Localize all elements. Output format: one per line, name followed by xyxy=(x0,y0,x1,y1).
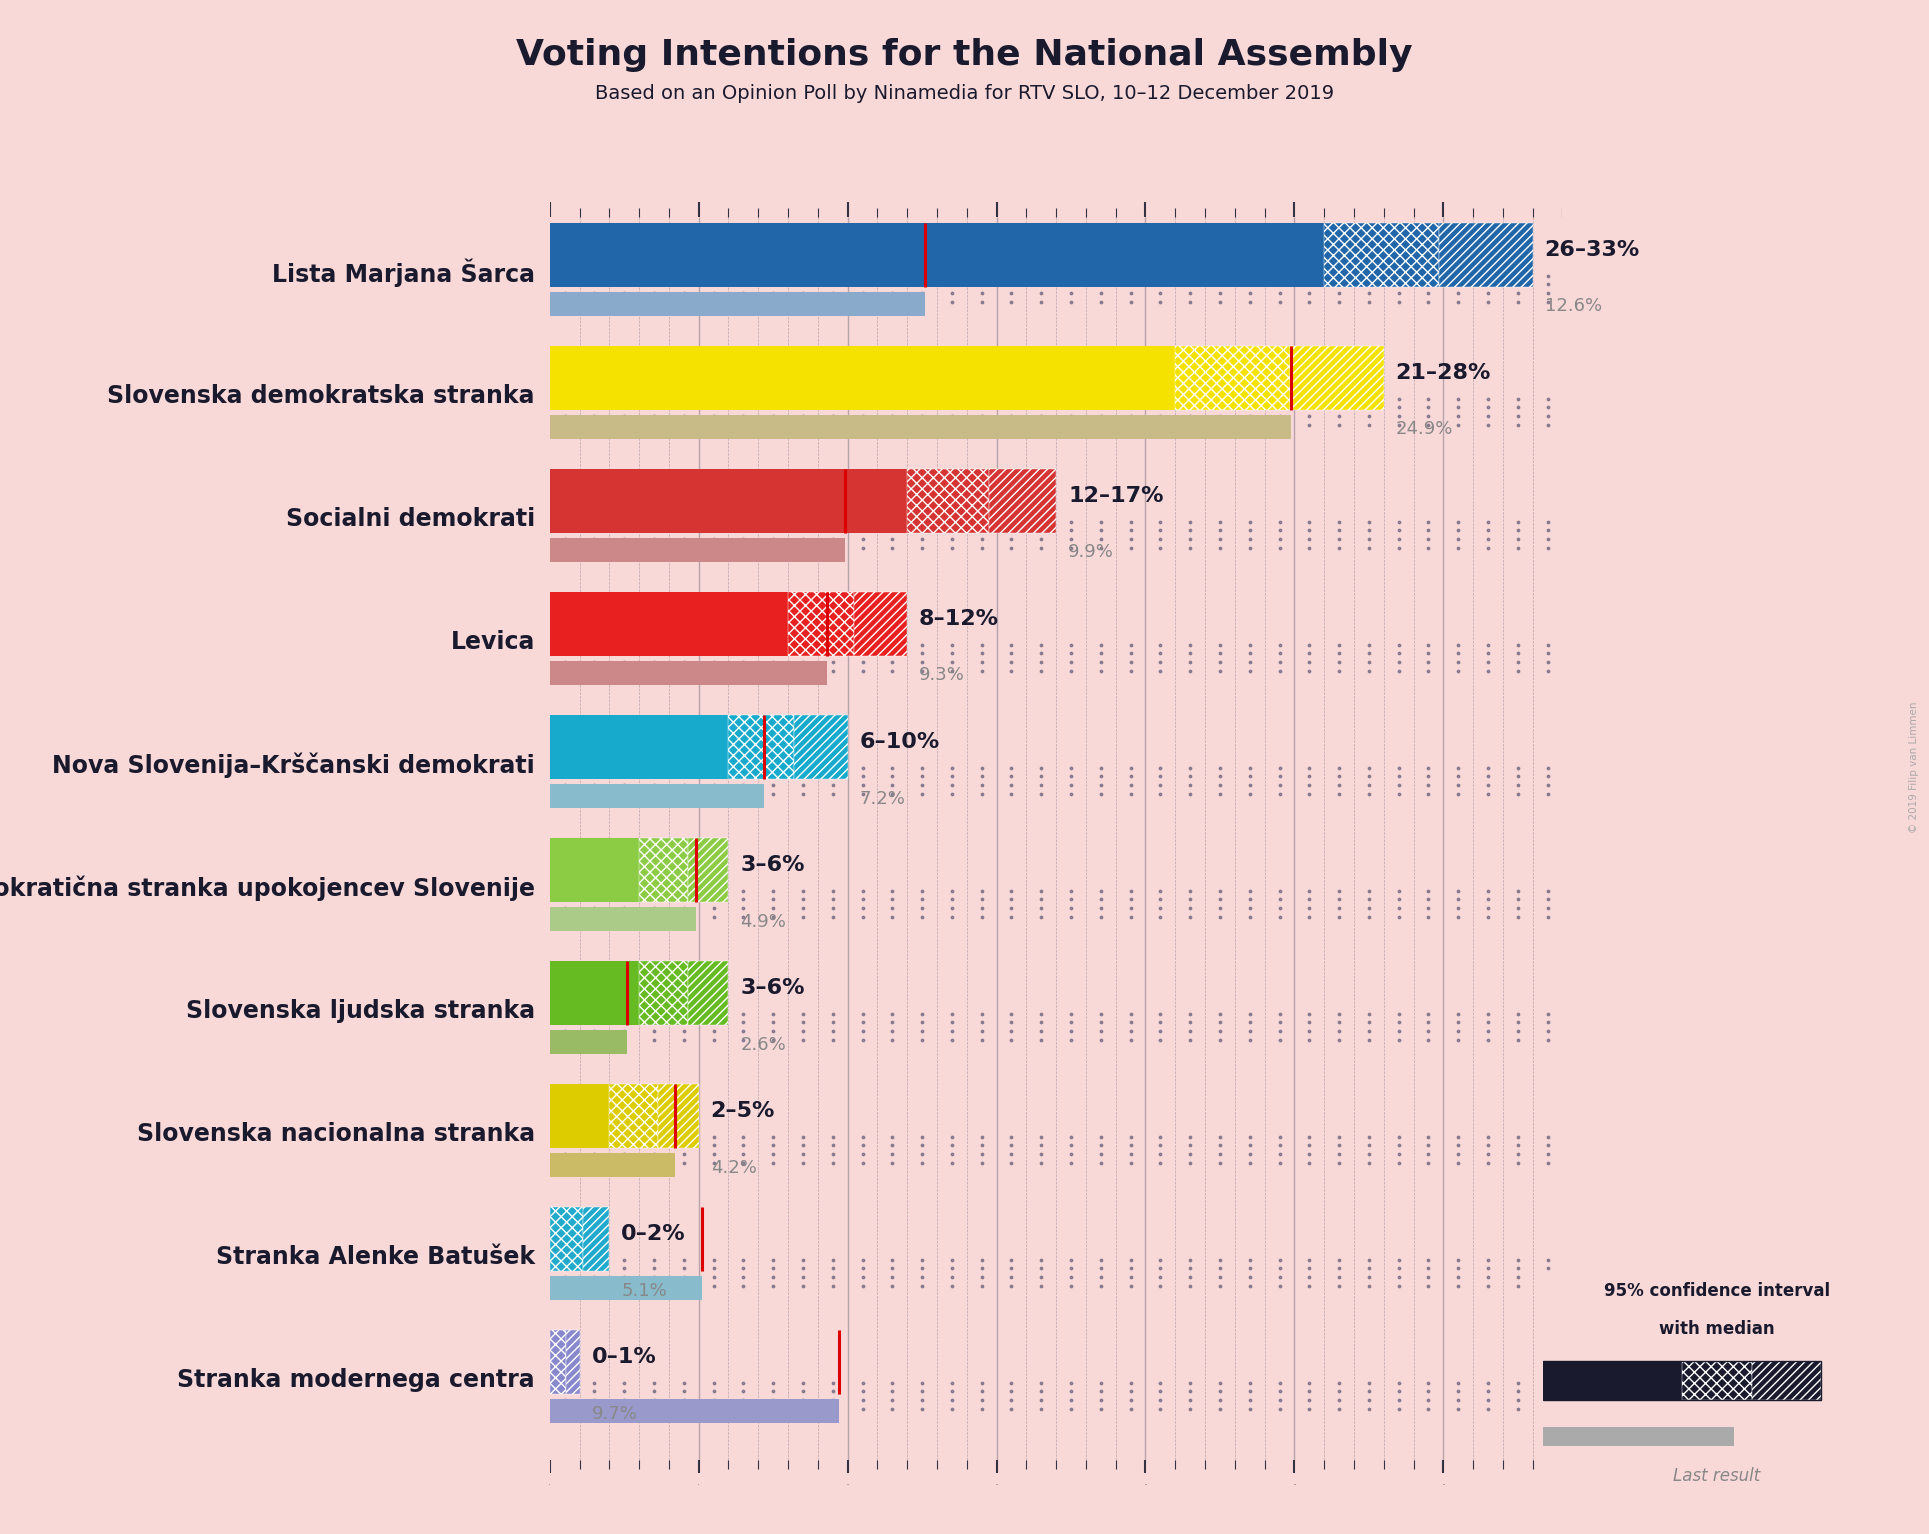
Bar xyxy=(1439,222,1534,287)
Text: © 2019 Filip van Limmen: © 2019 Filip van Limmen xyxy=(1910,701,1919,833)
Text: 2.6%: 2.6% xyxy=(741,1035,787,1054)
Text: 21–28%: 21–28% xyxy=(1397,364,1491,384)
Bar xyxy=(638,960,689,1025)
Text: Stranka Alenke Batušek: Stranka Alenke Batušek xyxy=(216,1246,534,1269)
Text: Levica: Levica xyxy=(451,630,534,655)
Bar xyxy=(1543,1361,1682,1401)
Bar xyxy=(550,1330,565,1394)
Text: 12.6%: 12.6% xyxy=(1545,298,1601,316)
Bar xyxy=(789,592,853,657)
Text: 2–5%: 2–5% xyxy=(710,1101,775,1121)
Text: 95% confidence interval: 95% confidence interval xyxy=(1603,1282,1831,1299)
Bar xyxy=(610,1085,658,1147)
Text: 5.1%: 5.1% xyxy=(621,1281,667,1299)
Text: 3–6%: 3–6% xyxy=(741,979,804,999)
Bar xyxy=(1175,345,1291,410)
Bar xyxy=(550,1029,627,1054)
Text: 7.2%: 7.2% xyxy=(860,790,905,807)
Bar xyxy=(550,1085,610,1147)
Bar xyxy=(550,414,1291,439)
Bar xyxy=(550,960,638,1025)
Bar xyxy=(1752,1361,1821,1401)
Text: 0–1%: 0–1% xyxy=(592,1347,656,1367)
Text: Based on an Opinion Poll by Ninamedia for RTV SLO, 10–12 December 2019: Based on an Opinion Poll by Ninamedia fo… xyxy=(594,84,1335,103)
Bar xyxy=(550,345,1175,410)
Text: 0–2%: 0–2% xyxy=(621,1224,687,1244)
Text: 26–33%: 26–33% xyxy=(1545,239,1640,259)
Bar xyxy=(729,715,795,779)
Text: 9.9%: 9.9% xyxy=(1069,543,1113,561)
Text: 9.3%: 9.3% xyxy=(918,666,964,684)
Bar xyxy=(550,784,764,808)
Text: Slovenska ljudska stranka: Slovenska ljudska stranka xyxy=(185,999,534,1023)
Text: 6–10%: 6–10% xyxy=(860,732,939,752)
Text: 12–17%: 12–17% xyxy=(1069,486,1163,506)
Bar xyxy=(658,1085,698,1147)
Text: 8–12%: 8–12% xyxy=(918,609,999,629)
Text: Stranka modernega centra: Stranka modernega centra xyxy=(177,1368,534,1393)
Text: Slovenska demokratska stranka: Slovenska demokratska stranka xyxy=(108,384,534,408)
Bar xyxy=(550,907,696,931)
Text: 4.9%: 4.9% xyxy=(741,913,787,931)
Bar xyxy=(550,592,789,657)
Bar xyxy=(689,960,729,1025)
Bar xyxy=(550,538,845,563)
Text: Last result: Last result xyxy=(1672,1467,1761,1485)
Bar xyxy=(907,469,990,532)
Text: 3–6%: 3–6% xyxy=(741,854,804,874)
Bar xyxy=(550,469,907,532)
Bar xyxy=(565,1330,579,1394)
Text: Lista Marjana Šarca: Lista Marjana Šarca xyxy=(272,259,534,287)
Bar xyxy=(583,1207,610,1270)
Bar xyxy=(689,838,729,902)
Bar xyxy=(550,1399,839,1424)
Bar xyxy=(638,838,689,902)
Bar xyxy=(550,1207,583,1270)
Bar xyxy=(1682,1361,1752,1401)
Bar xyxy=(990,469,1057,532)
Text: with median: with median xyxy=(1659,1321,1775,1339)
Text: 24.9%: 24.9% xyxy=(1397,420,1453,439)
Bar xyxy=(795,715,847,779)
Bar xyxy=(550,661,828,686)
Bar xyxy=(550,222,1323,287)
Bar xyxy=(853,592,907,657)
Bar xyxy=(1323,222,1439,287)
Text: Socialni demokrati: Socialni demokrati xyxy=(285,508,534,531)
Text: 4.2%: 4.2% xyxy=(710,1158,756,1177)
Bar xyxy=(1543,1427,1734,1447)
Text: Nova Slovenija–Krščanski demokrati: Nova Slovenija–Krščanski demokrati xyxy=(52,753,534,778)
Bar xyxy=(550,715,729,779)
Bar xyxy=(550,838,638,902)
Bar xyxy=(550,291,926,316)
Bar xyxy=(1291,345,1383,410)
Bar xyxy=(550,1276,702,1301)
Bar xyxy=(550,1152,675,1178)
Text: Voting Intentions for the National Assembly: Voting Intentions for the National Assem… xyxy=(517,38,1412,72)
Text: Slovenska nacionalna stranka: Slovenska nacionalna stranka xyxy=(137,1123,534,1146)
Text: 9.7%: 9.7% xyxy=(592,1405,637,1422)
Text: Demokratična stranka upokojencev Slovenije: Demokratična stranka upokojencev Sloveni… xyxy=(0,876,534,900)
Bar xyxy=(1543,1361,1821,1401)
